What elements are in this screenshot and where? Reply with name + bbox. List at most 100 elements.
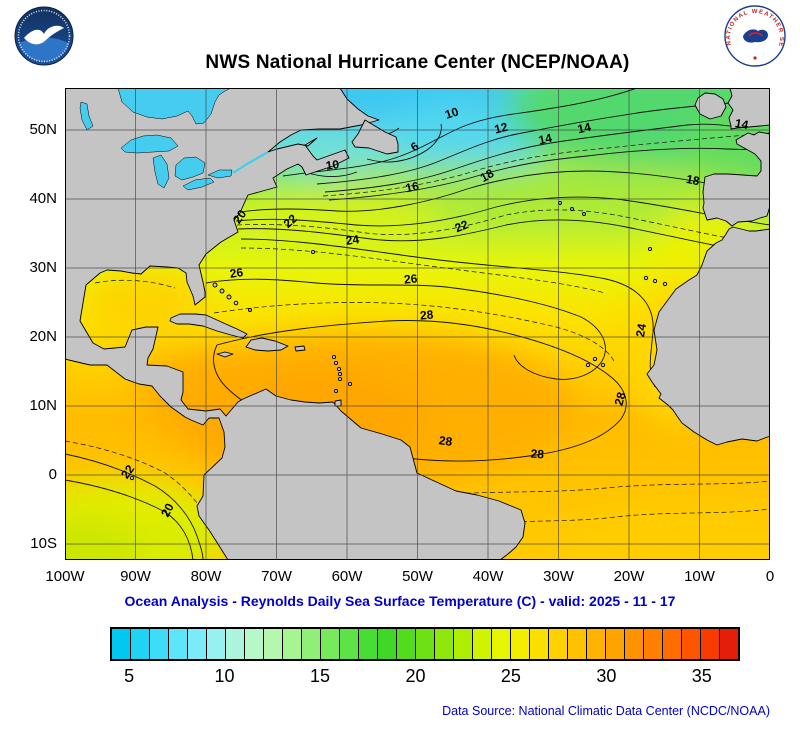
landmass-iberia-france — [702, 131, 770, 227]
contour-label: 28 — [530, 447, 545, 462]
landmass-newfoundland — [351, 119, 399, 155]
lat-tick-label: 40N — [29, 190, 57, 207]
colorbar-segment — [663, 629, 682, 659]
colorbar-segment — [492, 629, 511, 659]
colorbar — [110, 627, 740, 661]
st-lawrence-river — [232, 151, 269, 174]
nws-logo: NATIONAL WEATHER SERVICE — [721, 1, 786, 67]
lon-tick-label: 60W — [331, 568, 363, 585]
colorbar-tick-label: 15 — [309, 666, 331, 686]
lon-tick-label: 0 — [765, 568, 775, 585]
contour-label: 28 — [438, 433, 453, 449]
lon-tick-label: 100W — [45, 568, 85, 585]
landmass-africa — [646, 226, 770, 446]
colorbar-tick-label: 30 — [596, 666, 617, 686]
colorbar-segment — [473, 629, 492, 659]
contour-label: 16 — [404, 179, 420, 196]
contour-label: 26 — [403, 271, 418, 286]
colorbar-segment — [606, 629, 625, 659]
isotherm-contours-dashed — [65, 132, 770, 527]
landmass-uk — [727, 88, 770, 130]
colorbar-segment — [226, 629, 245, 659]
colorbar-segment — [435, 629, 454, 659]
colorbar-segment — [188, 629, 207, 659]
colorbar-segment — [169, 629, 188, 659]
lat-tick-label: 50N — [29, 121, 57, 138]
contour-label: 28 — [612, 390, 629, 407]
contour-label: 10 — [443, 104, 460, 122]
colorbar-segment — [701, 629, 720, 659]
noaa-logo-icon — [14, 6, 74, 66]
contour-label: 18 — [685, 172, 701, 189]
noaa-logo — [14, 6, 74, 66]
contour-label: 10 — [325, 157, 340, 173]
colorbar-segment — [416, 629, 435, 659]
lon-tick-label: 50W — [402, 568, 433, 585]
graticule — [65, 88, 770, 560]
nws-logo-icon: NATIONAL WEATHER SERVICE — [721, 1, 786, 67]
contour-label: 22 — [453, 217, 471, 235]
lake-ontario — [207, 169, 233, 179]
lake-michigan — [152, 154, 170, 189]
lat-tick-label: 10S — [30, 535, 57, 552]
colorbar-tick-label: 20 — [405, 666, 426, 686]
lat-tick-label: 30N — [29, 259, 57, 276]
contour-label: 14 — [576, 120, 592, 137]
landmass — [65, 88, 770, 560]
colorbar-segment — [264, 629, 283, 659]
colorbar-segment — [131, 629, 150, 659]
contour-label: 24 — [345, 232, 360, 248]
colorbar-segment — [397, 629, 416, 659]
colorbar-tick-label: 5 — [124, 666, 135, 686]
contour-label: 26 — [229, 265, 244, 281]
contour-label: 28 — [419, 307, 434, 322]
landmass-trinidad — [334, 399, 342, 407]
landmass-puerto-rico — [294, 345, 306, 352]
lat-tick-label: 20N — [29, 328, 57, 345]
hudson-bay — [117, 88, 232, 125]
colorbar-segment — [112, 629, 131, 659]
landmass-americas — [65, 88, 526, 560]
lon-tick-label: 10W — [684, 568, 715, 585]
colorbar-segment — [378, 629, 397, 659]
lake-winnipeg — [79, 101, 94, 131]
lon-tick-label: 90W — [120, 568, 151, 585]
colorbar-segment — [568, 629, 587, 659]
colorbar-segment — [682, 629, 701, 659]
colorbar-segment — [340, 629, 359, 659]
sst-map: 10 12 14 14 14 6 10 16 18 18 20 22 22 24 24 26 26 28 28 28 2… — [64, 87, 771, 561]
colorbar-segment — [530, 629, 549, 659]
lon-tick-label: 20W — [613, 568, 645, 585]
colorbar-segment — [644, 629, 663, 659]
lon-tick-label: 30W — [543, 568, 574, 585]
data-source-note: Data Source: National Climatic Data Cent… — [442, 704, 770, 718]
colorbar-tick-label: 25 — [500, 666, 521, 686]
map-caption: Ocean Analysis - Reynolds Daily Sea Surf… — [124, 593, 676, 609]
lat-tick-label: 10N — [29, 397, 57, 414]
colorbar-segment — [150, 629, 169, 659]
landmass-ireland — [694, 92, 727, 120]
small-islands — [129, 201, 668, 481]
colorbar-segment — [511, 629, 530, 659]
colorbar-segment — [245, 629, 264, 659]
colorbar-segment — [321, 629, 340, 659]
contour-label: 14 — [734, 116, 750, 132]
colorbar-segment — [207, 629, 226, 659]
contour-label: 20 — [158, 501, 177, 520]
colorbar-segment — [625, 629, 644, 659]
contour-label: 18 — [478, 166, 497, 185]
lon-tick-label: 70W — [261, 568, 292, 585]
landmass-jamaica — [216, 351, 234, 358]
colorbar-tick-label: 35 — [691, 666, 712, 686]
colorbar-segment — [587, 629, 606, 659]
contour-label: 24 — [633, 322, 649, 338]
lon-tick-label: 80W — [190, 568, 222, 585]
colorbar-segment — [720, 629, 738, 659]
colorbar-segment — [359, 629, 378, 659]
landmass-hispaniola — [245, 337, 289, 352]
colorbar-segment — [549, 629, 568, 659]
lake-huron — [174, 156, 206, 181]
